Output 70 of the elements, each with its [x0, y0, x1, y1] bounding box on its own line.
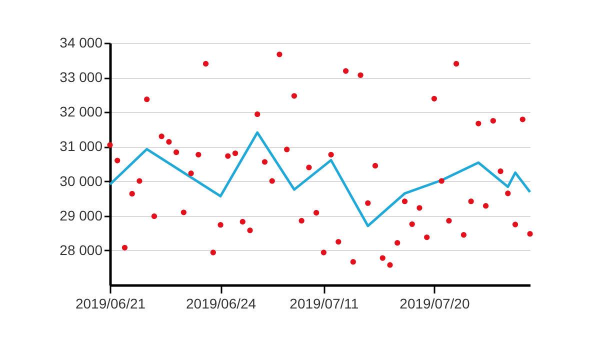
point: [107, 142, 113, 148]
point: [122, 244, 128, 250]
point: [210, 250, 216, 256]
y-tick-label: 31 000: [60, 138, 103, 154]
point: [365, 200, 371, 206]
point: [313, 210, 320, 216]
y-tick-label: 30 000: [60, 172, 103, 189]
y-tick-label: 32 000: [60, 104, 103, 120]
point: [306, 164, 312, 170]
y-tick-label: 29 000: [60, 207, 103, 224]
point: [298, 218, 304, 224]
point: [446, 218, 452, 224]
point: [196, 152, 202, 158]
point: [114, 158, 120, 164]
point: [269, 178, 275, 184]
point: [129, 190, 135, 197]
point: [505, 190, 511, 196]
point: [387, 262, 393, 268]
point: [136, 178, 142, 184]
point: [188, 170, 194, 176]
point: [431, 96, 438, 102]
point: [350, 259, 356, 265]
point: [409, 221, 415, 227]
point: [151, 213, 158, 220]
point: [512, 222, 518, 228]
point: [144, 96, 150, 102]
y-tick-label: 34 000: [60, 34, 103, 50]
point: [520, 116, 526, 122]
point: [394, 240, 400, 246]
point: [372, 162, 378, 169]
x-tick-label: 2019/07/11: [290, 296, 359, 312]
point: [240, 218, 246, 225]
point: [276, 52, 282, 58]
point: [284, 146, 290, 152]
y-tick-label: 33 000: [60, 69, 103, 86]
point: [453, 60, 460, 67]
point: [438, 178, 444, 184]
point: [527, 231, 533, 237]
point: [247, 228, 253, 234]
point: [380, 255, 386, 261]
point: [424, 234, 430, 240]
line-series: [108, 131, 532, 228]
point: [358, 72, 364, 78]
x-tick-label: 2019/06/24: [186, 296, 256, 312]
point: [468, 198, 474, 204]
point: [225, 153, 231, 159]
point: [482, 203, 489, 209]
point: [262, 159, 268, 165]
point: [232, 150, 238, 156]
point: [328, 152, 334, 158]
point: [336, 238, 342, 245]
point: [342, 68, 349, 74]
point: [180, 210, 187, 216]
point: [158, 134, 164, 140]
point: [402, 198, 408, 204]
point: [416, 205, 422, 211]
point: [202, 60, 209, 67]
point: [460, 232, 467, 238]
x-tick-label: 2019/06/21: [75, 296, 146, 312]
point: [320, 250, 327, 256]
point: [173, 149, 180, 156]
y-tick-label: 28 000: [60, 242, 103, 258]
point: [476, 120, 482, 126]
point: [490, 118, 496, 124]
point: [498, 168, 504, 174]
point: [254, 111, 260, 118]
point: [218, 222, 224, 228]
point: [291, 93, 298, 99]
point: [166, 139, 172, 145]
x-tick-label: 2019/07/20: [400, 296, 470, 312]
